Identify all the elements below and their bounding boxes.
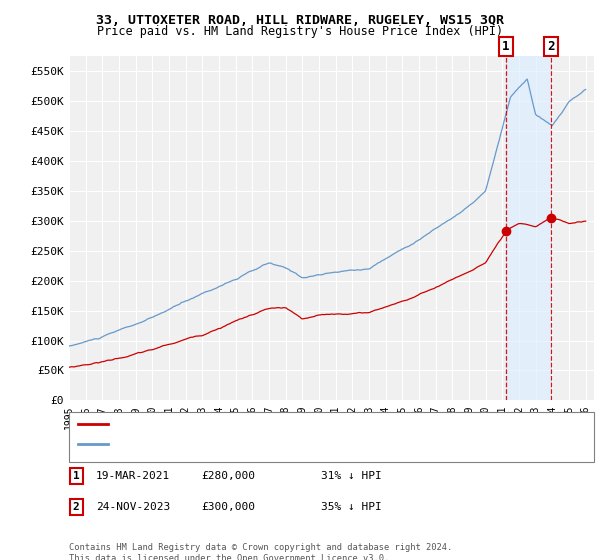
Text: £300,000: £300,000 [201,502,255,512]
Text: Contains HM Land Registry data © Crown copyright and database right 2024.
This d: Contains HM Land Registry data © Crown c… [69,543,452,560]
Text: £280,000: £280,000 [201,471,255,481]
Bar [506,56,551,400]
Text: 2: 2 [547,40,554,53]
Text: 24-NOV-2023: 24-NOV-2023 [96,502,170,512]
Text: Price paid vs. HM Land Registry's House Price Index (HPI): Price paid vs. HM Land Registry's House … [97,25,503,38]
Text: 31% ↓ HPI: 31% ↓ HPI [321,471,382,481]
Text: 33, UTTOXETER ROAD, HILL RIDWARE, RUGELEY, WS15 3QR (detached house): 33, UTTOXETER ROAD, HILL RIDWARE, RUGELE… [114,419,539,429]
Text: 35% ↓ HPI: 35% ↓ HPI [321,502,382,512]
Text: 1: 1 [502,40,509,53]
Text: 33, UTTOXETER ROAD, HILL RIDWARE, RUGELEY, WS15 3QR: 33, UTTOXETER ROAD, HILL RIDWARE, RUGELE… [96,14,504,27]
Text: 2: 2 [73,502,80,512]
Text: 19-MAR-2021: 19-MAR-2021 [96,471,170,481]
Text: 1: 1 [73,471,80,481]
Text: HPI: Average price, detached house, Lichfield: HPI: Average price, detached house, Lich… [114,439,395,449]
